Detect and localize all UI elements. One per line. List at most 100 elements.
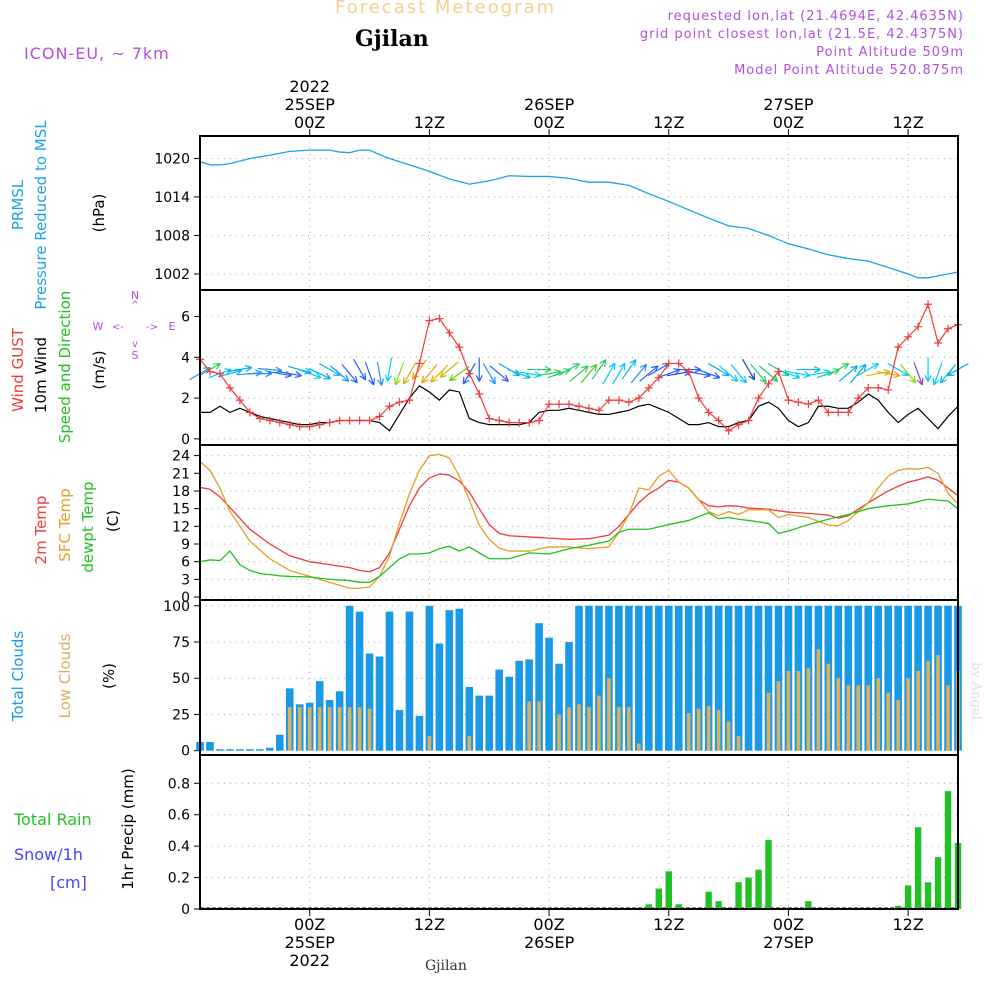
wind-arrow-head <box>359 375 366 381</box>
wind-arrow-head <box>215 363 221 370</box>
total-cloud-bar <box>395 710 404 751</box>
low-cloud-bar <box>627 707 631 751</box>
wind-gust-marker <box>285 420 294 429</box>
wind-arrow-shaft <box>876 370 901 377</box>
total-cloud-bar <box>585 605 593 751</box>
low-cloud-bar <box>617 707 621 751</box>
wind-ytick-label: 4 <box>181 350 190 366</box>
temp-unit-label: (C) <box>104 510 122 532</box>
clouds-ytick-label: 25 <box>172 707 190 723</box>
wind-arrow-head <box>355 375 358 383</box>
total-cloud-bar <box>236 749 244 751</box>
wind-arrow-head <box>275 366 283 372</box>
wind-gust-marker <box>664 359 673 368</box>
wind-arrow-head <box>403 379 410 385</box>
wind-arrow-shaft <box>569 365 589 382</box>
wind-arrow <box>402 362 416 385</box>
wind-arrow <box>924 357 932 382</box>
temp-sfc-line <box>199 453 959 589</box>
low-cloud-bar <box>427 736 432 751</box>
precip-ytick-label: 0.2 <box>168 871 190 887</box>
wind-gust-marker <box>255 414 264 423</box>
wind-arrow <box>857 362 880 377</box>
wind-arrow <box>353 358 367 381</box>
wind-gust-marker <box>754 394 763 403</box>
temp-2m-line <box>199 473 959 573</box>
wind-arrow-shaft <box>686 370 711 377</box>
low-cloud-bar <box>766 692 771 751</box>
wind-gust-marker <box>245 408 254 417</box>
wind-gust-marker <box>215 369 224 378</box>
compass-west-arrow: <- <box>112 322 124 333</box>
wind-arrow <box>639 365 659 382</box>
wind-arrow <box>932 362 943 386</box>
wind-arrow-head <box>823 369 831 373</box>
low-cloud-bar <box>597 695 601 751</box>
wind-arrow-head <box>947 369 953 376</box>
wind-arrow-shaft <box>353 358 367 381</box>
total-cloud-bar <box>275 734 284 751</box>
wind-arrow-head <box>305 367 312 374</box>
wind-arrow-shaft <box>517 370 542 377</box>
wind-arrow-head <box>284 375 292 379</box>
wind-arrow <box>341 364 358 384</box>
wind-arrow-head <box>909 379 917 384</box>
wind-arrow-head <box>721 374 730 377</box>
wind-arrow <box>580 363 598 384</box>
wind-arrow-shaft <box>707 363 730 377</box>
wind-gust-marker <box>614 396 623 405</box>
wind-arrow-head <box>315 372 322 379</box>
wind-gust-marker <box>435 314 444 323</box>
temperature-ytick-label: 21 <box>172 466 190 482</box>
wind-ytick-label: 0 <box>181 432 190 448</box>
wind-arrow-head <box>883 369 891 373</box>
total-clouds-label: Total Clouds <box>9 631 27 723</box>
watermark: by Angel <box>968 662 983 720</box>
total-cloud-bar <box>385 611 394 751</box>
wind-gust-marker <box>325 418 334 427</box>
wind-arrow-head <box>350 379 358 384</box>
low-cloud-bar <box>587 707 591 751</box>
top-time-label: 25SEP <box>285 95 336 114</box>
wind-gust-marker <box>315 420 324 429</box>
wind-arrow <box>838 365 859 382</box>
wind-arrow-shaft <box>933 362 943 386</box>
top-time-label: 00Z <box>773 113 804 132</box>
wind-gust-marker <box>525 418 534 427</box>
wind-arrow-head <box>933 379 940 386</box>
snow-label: Snow/1h <box>14 845 83 864</box>
wind-arrow-shaft <box>267 370 292 377</box>
low-cloud-bar <box>357 707 362 751</box>
low-cloud-bar <box>577 704 581 751</box>
total-cloud-bar <box>445 610 454 751</box>
bottom-time-label: 00Z <box>773 915 804 934</box>
total-cloud-bar <box>874 605 883 751</box>
wind-arrow-head <box>863 364 867 372</box>
wind-arrow-shaft <box>730 364 747 384</box>
temperature-ytick-label: 9 <box>181 537 190 553</box>
total-cloud-bar <box>246 749 254 751</box>
temp-2m-label: 2m Temp <box>32 496 50 565</box>
total-cloud-bar <box>635 605 643 751</box>
low-cloud-bar <box>607 678 611 751</box>
pressure-ytick-label: 1002 <box>154 267 190 283</box>
wind-arrow <box>489 365 509 382</box>
wind-gust-marker <box>265 416 274 425</box>
total-cloud-bar <box>565 642 573 751</box>
wind-arrow-head <box>386 375 392 382</box>
rain-bar <box>675 904 682 909</box>
wind-arrow-shaft <box>489 365 509 382</box>
wind-arrow <box>421 364 438 384</box>
wind-arrow-shaft <box>330 365 350 382</box>
wind-arrow-head <box>364 372 367 380</box>
total-cloud-bar <box>535 623 543 751</box>
wind-arrow <box>899 364 917 384</box>
wind-arrow <box>384 357 393 382</box>
rain-bar <box>755 869 762 909</box>
wind-gust-marker <box>654 373 663 382</box>
total-cloud-bar <box>405 611 414 751</box>
low-cloud-bar <box>637 743 641 751</box>
wind-arrow-shaft <box>364 362 375 386</box>
wind-arrow-head <box>813 368 821 374</box>
